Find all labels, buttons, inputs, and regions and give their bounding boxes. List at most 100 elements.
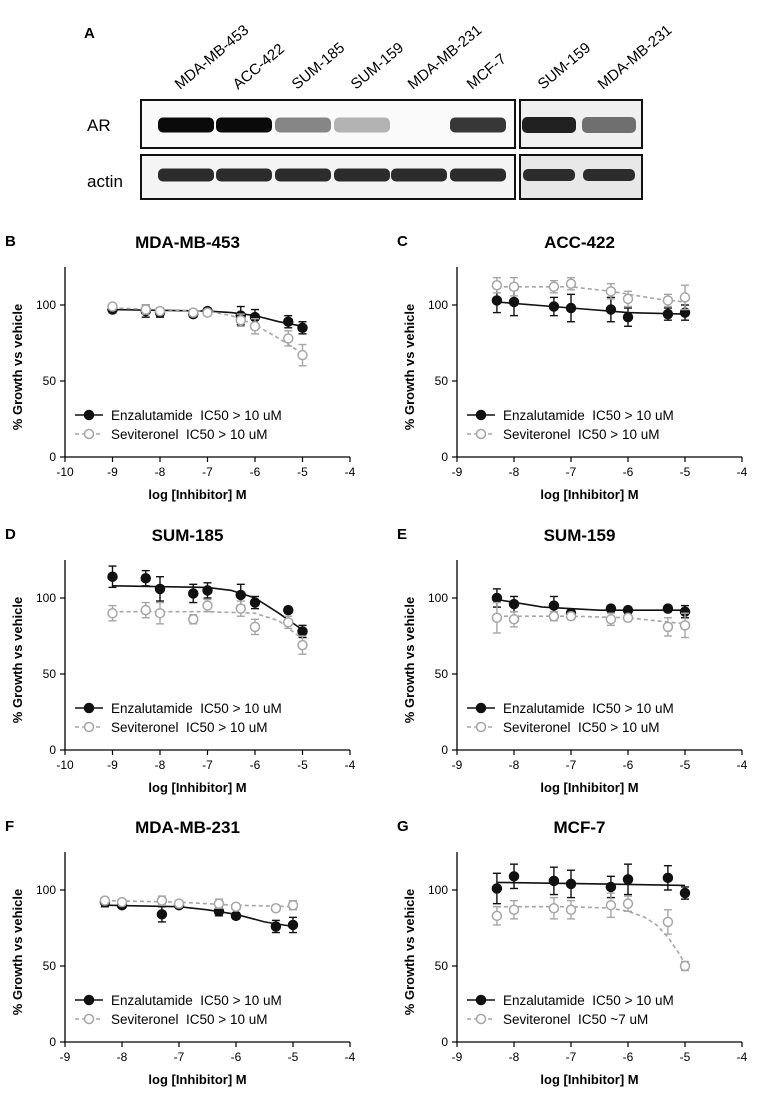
data-point bbox=[140, 304, 151, 315]
data-point bbox=[188, 588, 199, 599]
data-point bbox=[297, 349, 308, 361]
data-point bbox=[188, 614, 199, 625]
ar-band bbox=[275, 117, 331, 133]
data-point bbox=[548, 875, 560, 887]
data-point bbox=[491, 295, 503, 306]
data-point bbox=[154, 583, 166, 595]
data-point bbox=[173, 898, 185, 909]
ar-band bbox=[334, 117, 390, 133]
fit-curve bbox=[496, 905, 686, 965]
fit-curve bbox=[112, 610, 303, 640]
y-tick-label: 0 bbox=[441, 743, 448, 757]
data-point bbox=[508, 296, 520, 308]
x-tick-label: -8 bbox=[509, 465, 520, 479]
x-tick-label: -9 bbox=[452, 1050, 463, 1064]
data-point bbox=[679, 292, 691, 303]
y-tick-label: 50 bbox=[43, 374, 57, 388]
panel-letter-a: A bbox=[84, 25, 95, 42]
data-point bbox=[491, 279, 503, 291]
y-tick-label: 100 bbox=[36, 591, 56, 605]
chart-title: MCF-7 bbox=[554, 818, 606, 837]
x-tick-label: -9 bbox=[60, 1050, 71, 1064]
data-point bbox=[662, 603, 674, 614]
data-point bbox=[99, 895, 111, 906]
ar-band bbox=[522, 117, 576, 133]
data-point bbox=[491, 910, 503, 922]
data-point bbox=[230, 910, 242, 922]
legend-marker bbox=[475, 428, 487, 440]
data-point bbox=[213, 898, 225, 909]
actin-band bbox=[523, 169, 575, 181]
ar-band bbox=[158, 117, 214, 133]
legend-label: Seviteronel IC50 ~7 uM bbox=[503, 1012, 648, 1027]
legend-label: Seviteronel IC50 > 10 uM bbox=[111, 720, 267, 735]
legend-marker bbox=[475, 409, 487, 421]
data-point bbox=[679, 887, 691, 899]
data-point bbox=[156, 895, 168, 906]
y-tick-label: 50 bbox=[435, 959, 449, 973]
y-axis-label: % Growth vs vehicle bbox=[10, 597, 25, 723]
chart-svg-d: D SUM-185 -10 -9 -8 -7 -6 -5 -4 0 50 100 log [Inhibi… bbox=[5, 526, 356, 795]
x-tick-label: -9 bbox=[107, 758, 118, 772]
data-point bbox=[508, 281, 520, 293]
data-point bbox=[662, 621, 674, 633]
chart-panel-g: G MCF-7 -9 -8 -7 -6 -5 -4 0 50 100 log [Inhibitor] … bbox=[392, 797, 752, 1097]
x-tick-label: -5 bbox=[297, 465, 308, 479]
data-point bbox=[283, 316, 294, 327]
y-tick-label: 0 bbox=[49, 1035, 56, 1049]
data-point bbox=[605, 286, 617, 297]
legend-label: Enzalutamide IC50 > 10 uM bbox=[111, 701, 282, 716]
data-point bbox=[297, 639, 308, 651]
x-tick-label: -6 bbox=[250, 758, 261, 772]
x-tick-label: -6 bbox=[623, 465, 634, 479]
data-point bbox=[283, 617, 294, 628]
data-point bbox=[565, 302, 577, 314]
y-tick-label: 100 bbox=[428, 298, 448, 312]
data-point bbox=[565, 610, 577, 622]
fit-curve bbox=[496, 615, 686, 625]
data-point bbox=[662, 295, 674, 306]
chart-panel-e: E SUM-159 -9 -8 -7 -6 -5 -4 0 50 100 log [Inhibitor… bbox=[392, 505, 752, 805]
ar-band bbox=[582, 117, 636, 133]
y-tick-label: 0 bbox=[441, 450, 448, 464]
data-point bbox=[297, 322, 308, 334]
actin-band bbox=[391, 168, 447, 182]
ar-band bbox=[450, 117, 506, 133]
x-tick-label: -4 bbox=[345, 1050, 356, 1064]
data-point bbox=[622, 612, 634, 624]
panel-letter: E bbox=[397, 526, 407, 543]
x-tick-label: -8 bbox=[509, 758, 520, 772]
data-point bbox=[622, 898, 634, 909]
x-tick-label: -7 bbox=[566, 758, 577, 772]
y-axis-label: % Growth vs vehicle bbox=[402, 304, 417, 430]
data-point bbox=[662, 872, 674, 884]
fit-curve bbox=[496, 881, 686, 887]
blot-bands bbox=[158, 117, 636, 182]
y-tick-label: 0 bbox=[49, 743, 56, 757]
y-tick-label: 100 bbox=[36, 298, 56, 312]
y-tick-label: 0 bbox=[441, 1035, 448, 1049]
data-point bbox=[202, 600, 213, 611]
x-axis-label: log [Inhibitor] M bbox=[540, 487, 638, 502]
data-point bbox=[565, 878, 577, 890]
y-axis-label: % Growth vs vehicle bbox=[10, 304, 25, 430]
data-point bbox=[283, 333, 294, 344]
x-tick-label: -9 bbox=[452, 758, 463, 772]
lane-label: SUM-159 bbox=[348, 39, 407, 93]
data-point bbox=[107, 571, 118, 582]
legend-marker bbox=[475, 1013, 487, 1025]
legend-label: Enzalutamide IC50 > 10 uM bbox=[503, 993, 674, 1008]
chart-svg-b: B MDA-MB-453 -10 -9 -8 -7 -6 -5 -4 0 50 100 log [Inh… bbox=[5, 233, 356, 502]
panel-letter: G bbox=[397, 818, 409, 835]
panel-letter: F bbox=[5, 818, 14, 835]
x-tick-label: -7 bbox=[566, 465, 577, 479]
x-tick-label: -8 bbox=[117, 1050, 128, 1064]
y-axis-label: % Growth vs vehicle bbox=[402, 597, 417, 723]
x-tick-label: -5 bbox=[297, 758, 308, 772]
chart-title: ACC-422 bbox=[544, 233, 615, 252]
data-point bbox=[140, 604, 151, 616]
x-tick-label: -7 bbox=[202, 465, 213, 479]
x-tick-label: -6 bbox=[623, 758, 634, 772]
legend-label: Seviteronel IC50 > 10 uM bbox=[503, 427, 659, 442]
chart-svg-e: E SUM-159 -9 -8 -7 -6 -5 -4 0 50 100 log [Inhibitor… bbox=[397, 526, 748, 795]
